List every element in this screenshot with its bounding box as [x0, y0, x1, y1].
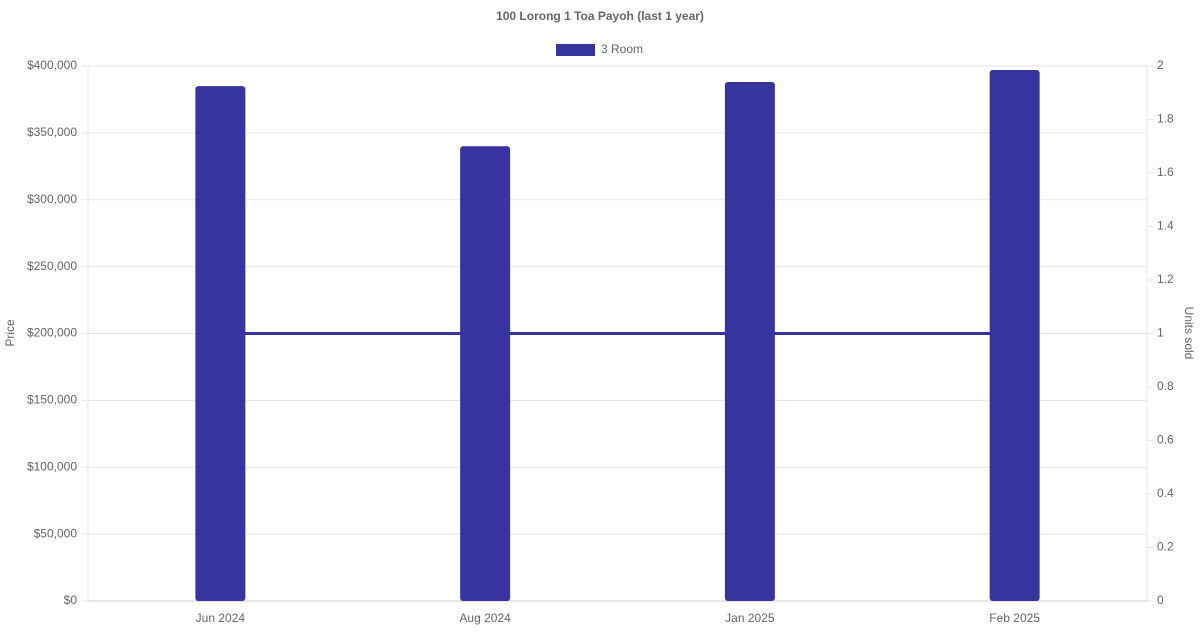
legend-label: 3 Room: [601, 42, 643, 56]
chart-title: 100 Lorong 1 Toa Payoh (last 1 year): [496, 9, 704, 23]
y2-tick-label: 0.4: [1157, 486, 1174, 500]
y-tick-label: $200,000: [27, 326, 77, 340]
y-tick-label: $400,000: [27, 58, 77, 72]
bar: [724, 82, 775, 602]
y2-tick-label: 0: [1157, 593, 1164, 607]
y2-tick-label: 1: [1157, 326, 1164, 340]
y-tick-label: $250,000: [27, 259, 77, 273]
y-axis-title: Price: [3, 319, 17, 347]
y2-axis-title: Units sold: [1182, 307, 1196, 360]
y-tick-label: $350,000: [27, 125, 77, 139]
y2-tick-label: 0.2: [1157, 540, 1174, 554]
y2-tick-label: 0.6: [1157, 433, 1174, 447]
y2-tick-label: 1.4: [1157, 219, 1174, 233]
y-tick-label: $50,000: [34, 526, 78, 540]
x-tick-label: Aug 2024: [459, 611, 511, 625]
x-tick-label: Feb 2025: [989, 611, 1040, 625]
y-tick-label: $150,000: [27, 393, 77, 407]
y2-tick-label: 2: [1157, 58, 1164, 72]
bar: [460, 146, 511, 601]
y-tick-label: $300,000: [27, 192, 77, 206]
legend-swatch: [556, 44, 595, 56]
y2-tick-label: 1.2: [1157, 272, 1174, 286]
y-tick-label: $0: [64, 593, 78, 607]
x-tick-label: Jun 2024: [196, 611, 246, 625]
y2-tick-label: 1.6: [1157, 165, 1174, 179]
x-tick-label: Jan 2025: [725, 611, 775, 625]
y2-tick-label: 1.8: [1157, 112, 1174, 126]
bar: [195, 86, 246, 601]
y-tick-label: $100,000: [27, 459, 77, 473]
y2-tick-label: 0.8: [1157, 379, 1174, 393]
bar: [989, 70, 1040, 601]
